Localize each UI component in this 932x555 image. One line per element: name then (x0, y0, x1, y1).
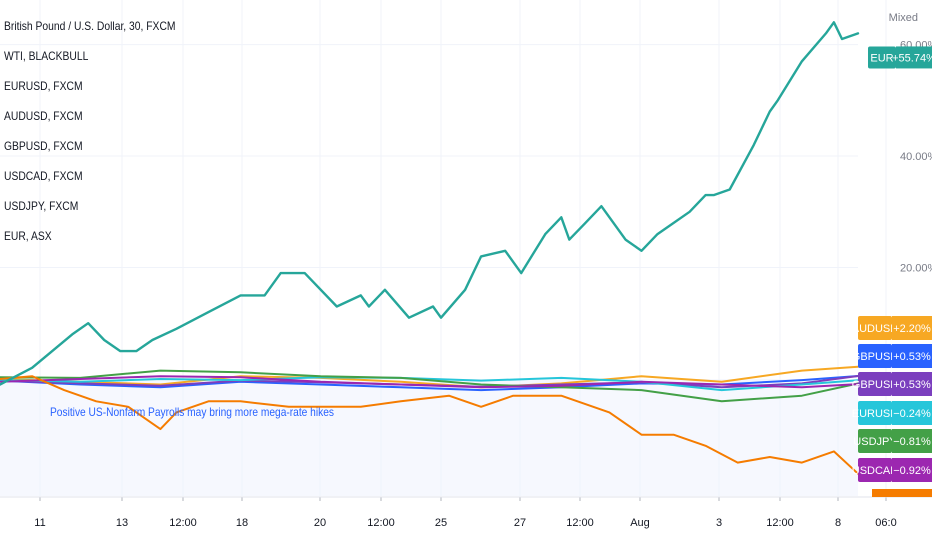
price-label-name: GBPUSD (852, 379, 899, 391)
series-layer (0, 21, 860, 475)
legend-item-usdcad[interactable]: USDCAD, FXCM (4, 169, 83, 183)
price-label-name-bg (858, 458, 892, 482)
price-label-value: +0.53% (893, 379, 931, 391)
price-label-value: +2.20% (893, 323, 931, 335)
fill-layer (0, 378, 858, 496)
price-label-name: GBPUSD (852, 351, 899, 363)
series-line-gbpusd (0, 375, 859, 392)
price-label-value: +55.74% (892, 52, 932, 64)
legend-item-eurusd[interactable]: EURUSD, FXCM (4, 79, 83, 93)
price-label-name: USDJPY (853, 436, 897, 448)
series-line-eurusd (0, 376, 859, 392)
x-tick-label: 20 (314, 517, 326, 529)
price-label-value: −0.81% (893, 436, 931, 448)
price-labels-layer: EUR+55.74%AUDUSD+2.20%GBPUSD+0.53%GBPUSD… (852, 46, 932, 497)
x-tick-label: 3 (716, 517, 722, 529)
y-tick-label: 40.00% (900, 151, 932, 163)
series-line-usdcad (0, 375, 859, 389)
x-tick-label: 12:00 (766, 517, 794, 529)
x-tick-label: 11 (34, 517, 45, 529)
x-tick-label: 8 (835, 517, 841, 529)
price-label-name-bg (868, 46, 896, 69)
x-tick-label: 12:00 (169, 517, 197, 529)
axes-layer: 60.00%40.00%20.00%111312:00182012:002527… (0, 40, 932, 529)
x-tick-label: 12:00 (367, 517, 395, 529)
series-line-wti (0, 375, 859, 475)
x-tick-label: 06:0 (875, 517, 896, 529)
price-label-name-bg (858, 344, 892, 368)
price-label-name: AUDUSD (852, 323, 899, 335)
price-label-value-bg (892, 372, 932, 396)
legend-item-eur[interactable]: EUR, ASX (4, 229, 52, 243)
baseline-fill-area (0, 378, 858, 496)
x-tick-label: 13 (116, 517, 128, 529)
price-label-name: USDCAD (852, 465, 899, 477)
price-label-value: −0.92% (893, 465, 931, 477)
y-tick-label: 20.00% (900, 263, 932, 275)
scale-mode-label[interactable]: Mixed (888, 12, 918, 24)
series-line-audusd (0, 365, 859, 389)
wti-price-label-edge (872, 489, 932, 497)
x-tick-label: 12:00 (566, 517, 594, 529)
legend-item-gbpusd[interactable]: British Pound / U.S. Dollar, 30, FXCM (4, 19, 176, 33)
price-label-value: −0.24% (893, 408, 931, 420)
x-tick-label: 27 (514, 517, 526, 529)
price-label-value-bg (892, 344, 932, 368)
x-tick-label: Aug (630, 517, 650, 529)
price-label-value-bg (892, 316, 932, 340)
price-label-name: EUR (870, 52, 893, 64)
price-label-name-bg (858, 401, 892, 425)
price-label-name-bg (858, 372, 892, 396)
price-label-name-bg (858, 316, 892, 340)
x-tick-label: 25 (435, 517, 447, 529)
legend-item-gbpusd-2[interactable]: GBPUSD, FXCM (4, 139, 83, 153)
price-label-name: EURUSD (852, 408, 899, 420)
price-label-value-bg (892, 401, 932, 425)
price-label-value-bg (896, 46, 932, 69)
price-label-name-bg (858, 429, 892, 453)
legend-item-wti[interactable]: WTI, BLACKBULL (4, 49, 89, 63)
price-label-value-bg (892, 429, 932, 453)
x-tick-label: 18 (236, 517, 248, 529)
price-label-value-bg (892, 458, 932, 482)
series-line-eur (0, 21, 860, 386)
price-label-value: +0.53% (893, 351, 931, 363)
news-annotation[interactable]: Positive US-Nonfarm Payrolls may bring m… (50, 405, 335, 419)
legend: British Pound / U.S. Dollar, 30, FXCM WT… (4, 20, 175, 260)
legend-item-usdjpy[interactable]: USDJPY, FXCM (4, 199, 79, 213)
series-line-usdjpy (0, 369, 859, 403)
legend-item-audusd[interactable]: AUDUSD, FXCM (4, 109, 83, 123)
